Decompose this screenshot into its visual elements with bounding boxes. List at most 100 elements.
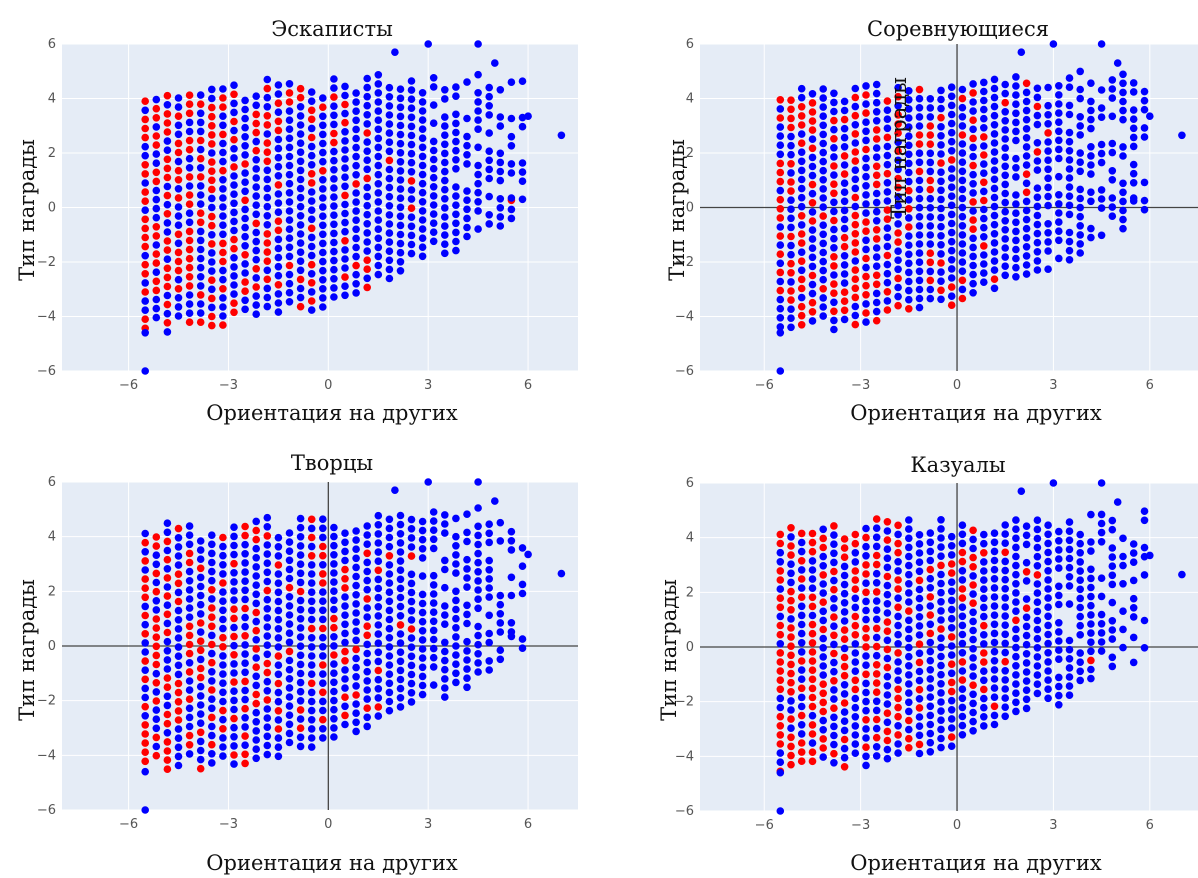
scatter-point [894, 165, 902, 174]
scatter-point [776, 232, 785, 240]
y-tick-label: 4 [686, 92, 694, 107]
scatter-point [840, 617, 849, 625]
scatter-point [219, 725, 227, 733]
scatter-point [485, 666, 494, 674]
scatter-point [463, 565, 471, 573]
scatter-point [819, 534, 827, 543]
scatter-point [958, 667, 967, 675]
scatter-point [808, 208, 817, 216]
scatter-point [374, 648, 383, 657]
scatter-point [208, 221, 216, 230]
scatter-point [808, 675, 817, 684]
scatter-point [174, 148, 183, 157]
scatter-point [230, 308, 238, 317]
scatter-point [1022, 540, 1031, 549]
scatter-point [463, 555, 471, 564]
scatter-point [851, 603, 860, 612]
scatter-point [830, 189, 838, 198]
scatter-point [396, 103, 405, 112]
scatter-point [463, 160, 471, 168]
scatter-point [441, 86, 449, 94]
scatter-point [776, 539, 785, 548]
scatter-point [163, 619, 172, 628]
scatter-point [915, 603, 924, 612]
scatter-point [230, 641, 238, 650]
scatter-point [1055, 172, 1063, 181]
scatter-point [894, 694, 902, 703]
scatter-point [1022, 152, 1031, 160]
scatter-point [163, 128, 172, 136]
scatter-point [152, 651, 161, 660]
scatter-point [429, 201, 438, 209]
scatter-point [141, 97, 149, 105]
scatter-point [141, 197, 149, 205]
scatter-point [1065, 600, 1074, 608]
scatter-point [352, 673, 360, 681]
scatter-point [185, 531, 194, 539]
scatter-point [776, 114, 785, 122]
scatter-point [319, 185, 327, 193]
scatter-point [851, 275, 860, 284]
scatter-point [808, 657, 817, 665]
scatter-point [352, 654, 360, 663]
scatter-point [429, 219, 438, 227]
scatter-point [352, 161, 360, 170]
scatter-point [1012, 671, 1020, 679]
scatter-point [507, 114, 516, 123]
scatter-point [905, 105, 913, 113]
scatter-point [862, 679, 870, 688]
scatter-point [1044, 630, 1052, 639]
scatter-point [1049, 40, 1058, 48]
scatter-point [905, 643, 913, 652]
scatter-point [485, 147, 494, 155]
scatter-point [1065, 664, 1074, 672]
scatter-point [883, 215, 892, 223]
scatter-point [1076, 631, 1084, 639]
scatter-point [363, 256, 372, 265]
scatter-point [1001, 612, 1009, 620]
scatter-point [1065, 573, 1074, 581]
scatter-point [926, 529, 935, 537]
scatter-point [915, 194, 924, 203]
scatter-point [274, 281, 283, 289]
scatter-point [819, 689, 827, 698]
scatter-point [452, 633, 460, 641]
scatter-point [926, 638, 935, 647]
scatter-point [296, 157, 305, 166]
scatter-point [307, 524, 316, 533]
scatter-point [894, 539, 902, 548]
scatter-point [463, 187, 471, 195]
scatter-point [958, 557, 967, 566]
scatter-point [163, 155, 172, 164]
scatter-point [1055, 100, 1063, 108]
scatter-point [163, 173, 172, 182]
scatter-point [474, 640, 482, 649]
scatter-point [980, 549, 988, 557]
scatter-point [474, 531, 482, 540]
scatter-point [1065, 536, 1074, 545]
scatter-point [152, 551, 161, 559]
scatter-point [174, 176, 183, 184]
scatter-point [1055, 691, 1063, 700]
y-tick-label: 0 [48, 639, 56, 654]
scatter-point [840, 306, 849, 315]
scatter-point [894, 220, 902, 228]
scatter-point [776, 703, 785, 712]
scatter-point [862, 570, 870, 578]
scatter-point [915, 222, 924, 230]
scatter-point [341, 593, 349, 601]
scatter-point [474, 125, 482, 133]
scatter-point [474, 622, 482, 631]
scatter-point [1055, 527, 1063, 536]
scatter-point [152, 624, 161, 632]
scatter-point [819, 148, 827, 157]
scatter-point [990, 647, 999, 656]
scatter-point [163, 637, 172, 646]
scatter-point [319, 561, 327, 569]
scatter-point [1076, 658, 1084, 666]
scatter-point [1033, 680, 1042, 688]
scatter-point [1022, 704, 1031, 713]
scatter-point [418, 207, 427, 215]
